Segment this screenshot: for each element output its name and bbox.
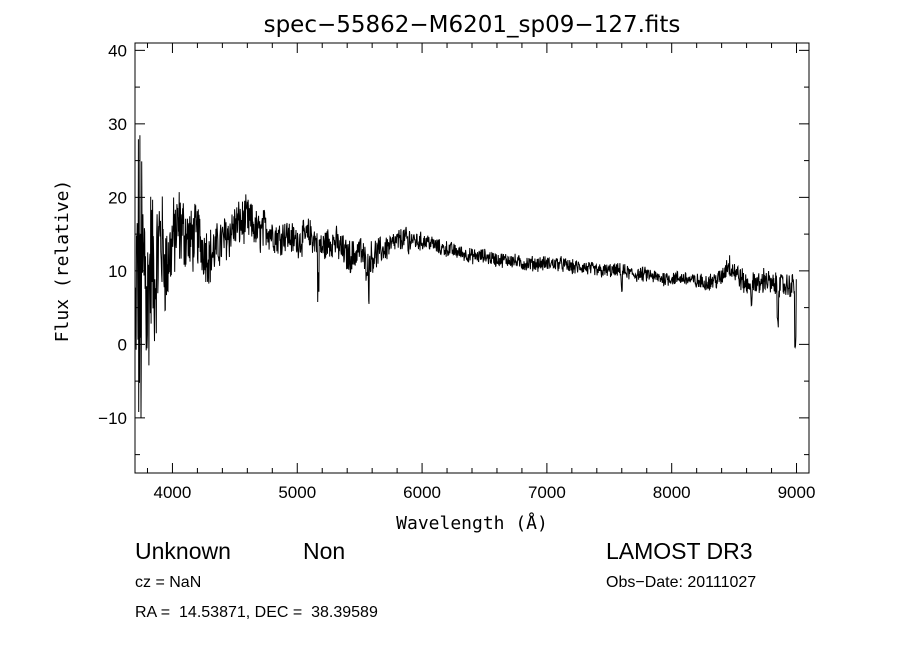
y-tick-label: −10 xyxy=(98,409,127,428)
x-tick-label: 6000 xyxy=(403,483,441,502)
x-tick-label: 7000 xyxy=(528,483,566,502)
y-tick-label: 30 xyxy=(108,115,127,134)
subclass-label: Non xyxy=(303,538,346,564)
x-tick-label: 5000 xyxy=(278,483,316,502)
x-axis-label: Wavelength (Å) xyxy=(396,512,548,534)
y-tick-label: 40 xyxy=(108,41,127,60)
y-tick-label: 10 xyxy=(108,262,127,281)
y-axis-label: Flux (relative) xyxy=(52,180,73,343)
spectrum-series-line xyxy=(134,135,797,418)
x-tick-label: 4000 xyxy=(154,483,192,502)
object-class-label: Unknown xyxy=(135,538,231,564)
x-tick-label: 8000 xyxy=(653,483,691,502)
survey-label: LAMOST DR3 xyxy=(606,538,753,564)
y-tick-label: 0 xyxy=(118,335,127,354)
x-tick-label: 9000 xyxy=(778,483,816,502)
cz-label: cz = NaN xyxy=(135,574,202,591)
radec-label: RA = 14.53871, DEC = 38.39589 xyxy=(135,604,378,621)
y-tick-label: 20 xyxy=(108,188,127,207)
chart-title: spec−55862−M6201_sp09−127.fits xyxy=(264,12,681,38)
obs-date-label: Obs−Date: 20111027 xyxy=(606,574,757,591)
plot-frame xyxy=(134,42,810,474)
